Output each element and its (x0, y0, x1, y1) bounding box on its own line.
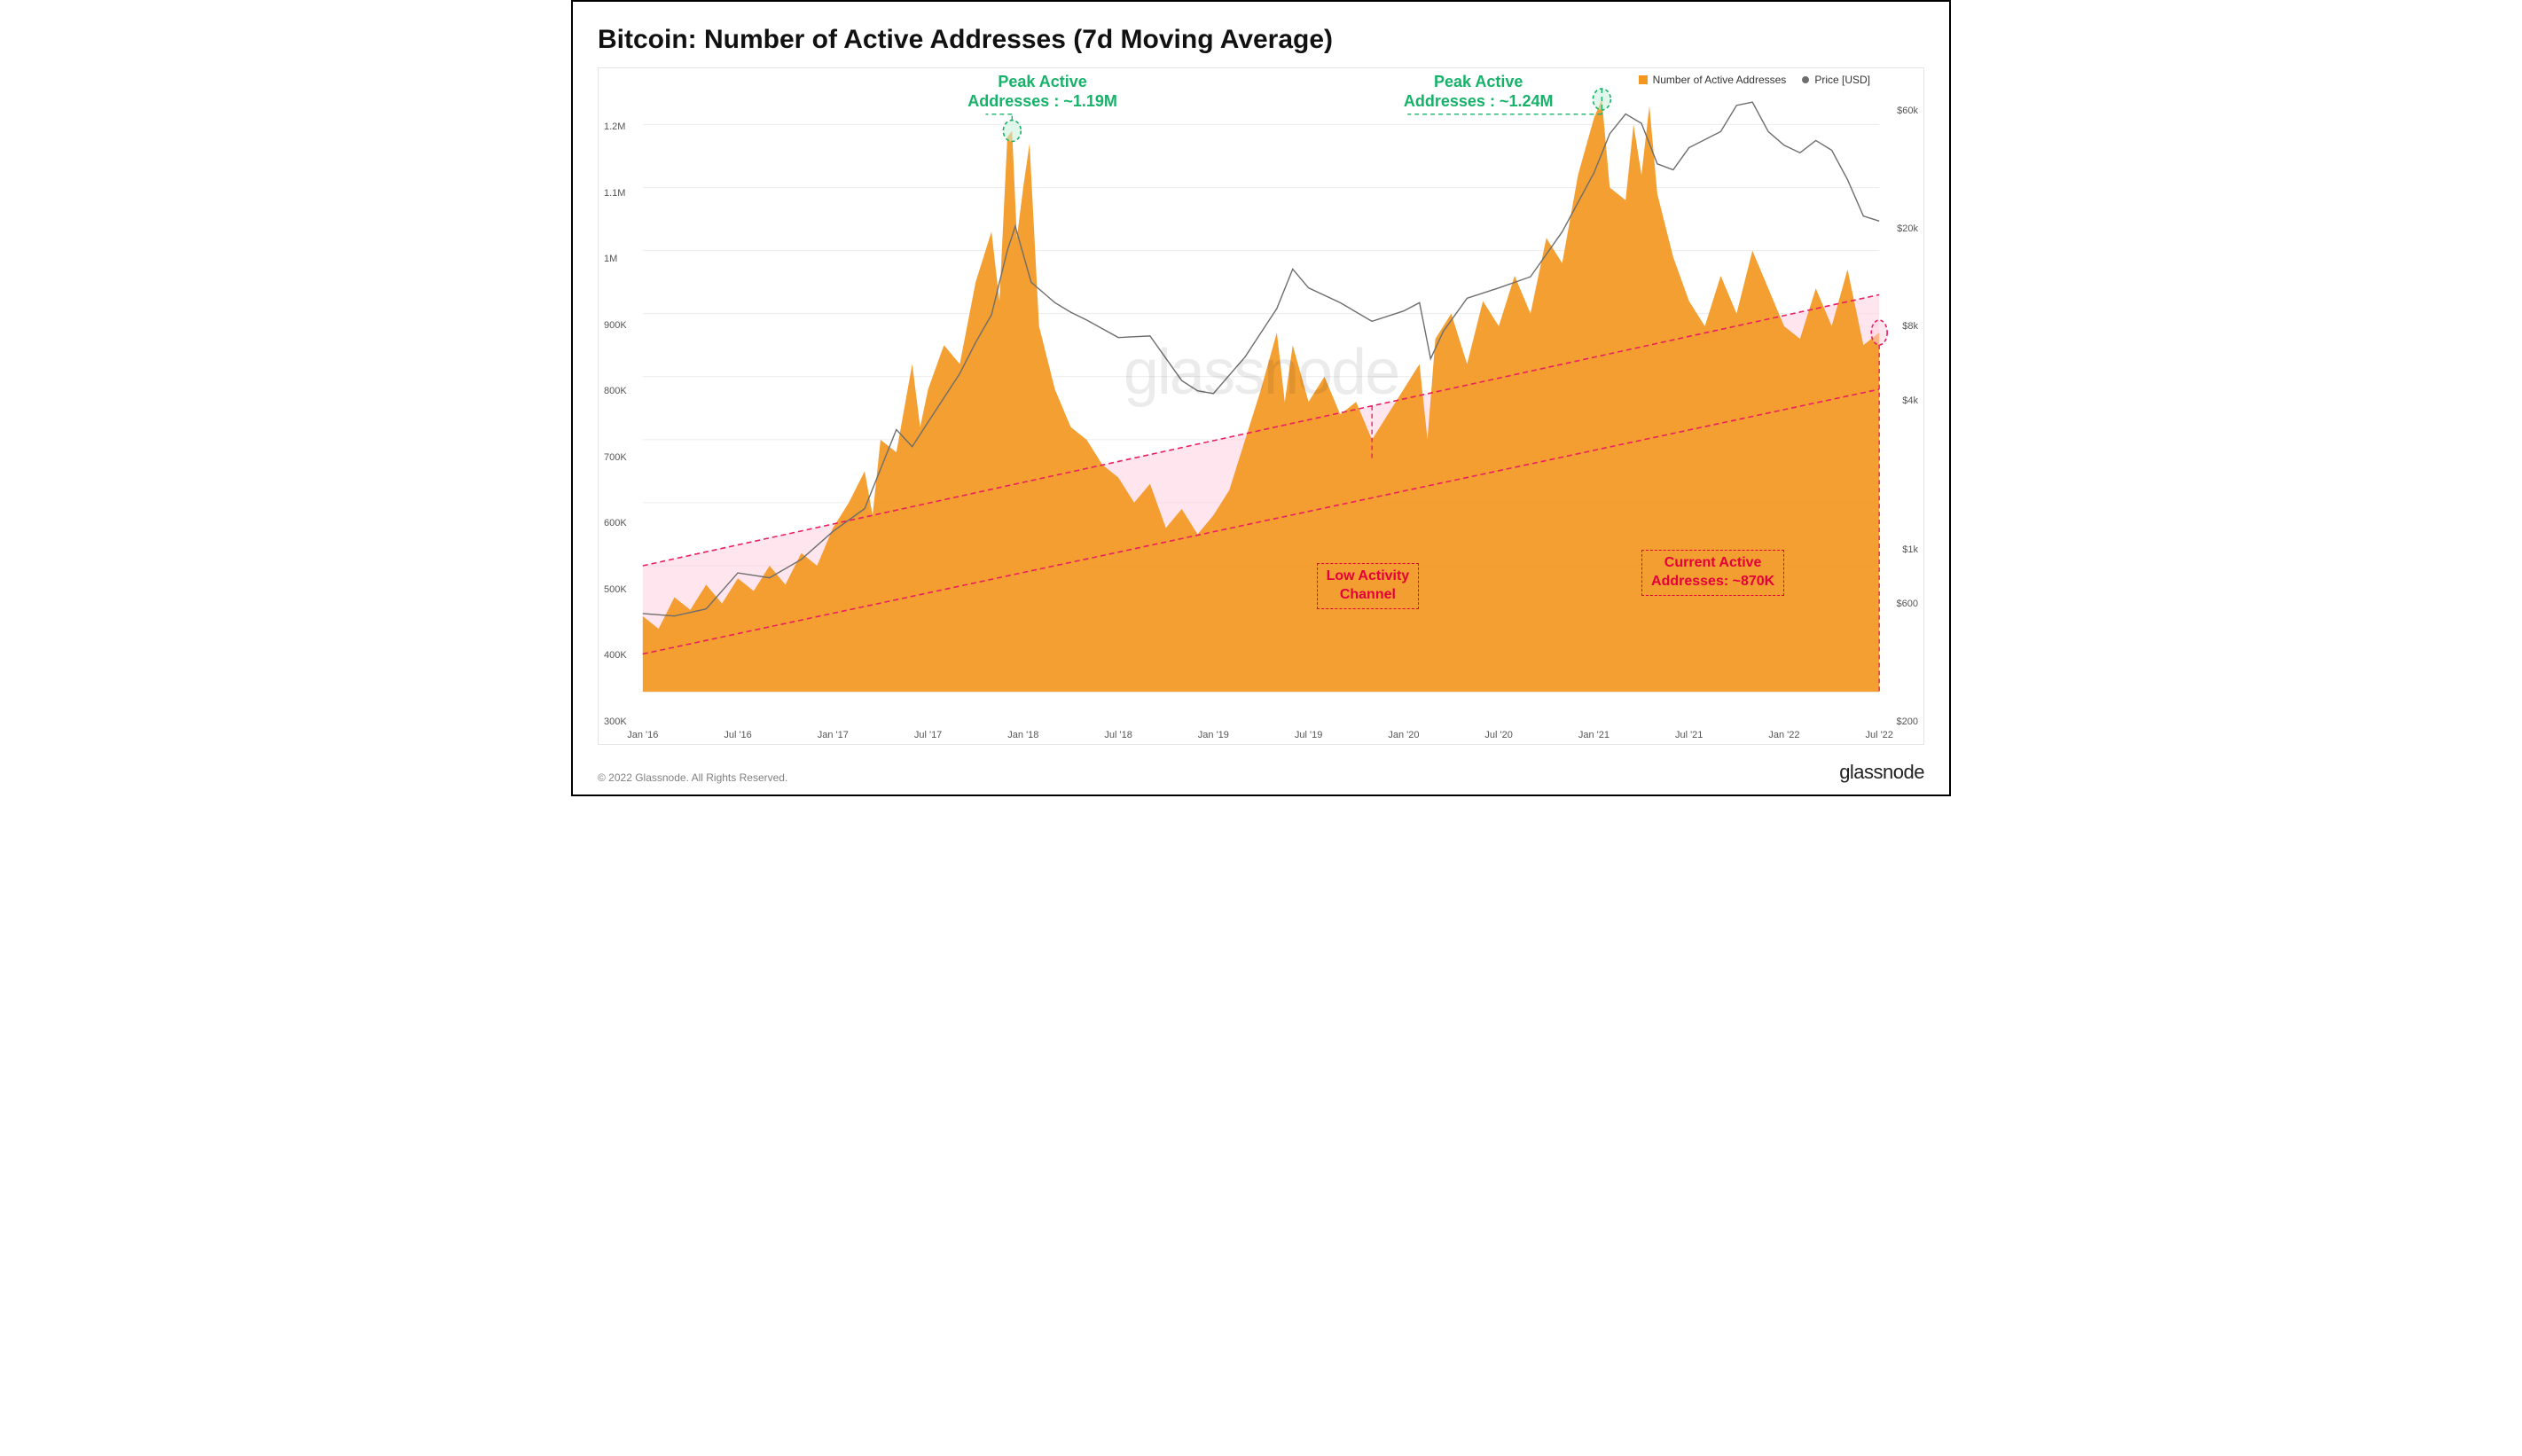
footer: © 2022 Glassnode. All Rights Reserved. g… (598, 745, 1924, 784)
y-right-tick: $600 (1897, 599, 1918, 609)
x-tick: Jul '21 (1675, 730, 1703, 740)
x-tick: Jul '18 (1104, 730, 1132, 740)
y-left-tick: 600K (604, 518, 627, 528)
y-left-tick: 800K (604, 386, 627, 396)
chart-svg (599, 68, 1923, 713)
brand-logo: glassnode (1839, 761, 1924, 784)
copyright: © 2022 Glassnode. All Rights Reserved. (598, 771, 787, 784)
annotation: Low ActivityChannel (1317, 563, 1420, 609)
legend-label-price: Price [USD] (1814, 74, 1870, 86)
y-right-tick: $1k (1902, 544, 1918, 555)
x-tick: Jan '16 (627, 730, 658, 740)
annotation: Peak ActiveAddresses : ~1.19M (967, 72, 1117, 112)
y-left-tick: 400K (604, 650, 627, 661)
x-tick: Jan '17 (818, 730, 849, 740)
x-tick: Jan '22 (1768, 730, 1799, 740)
y-right-tick: $60k (1897, 106, 1918, 116)
y-right-tick: $8k (1902, 321, 1918, 332)
y-left-tick: 300K (604, 716, 627, 727)
y-right-tick: $200 (1897, 716, 1918, 727)
legend-price: Price [USD] (1802, 74, 1870, 86)
legend-label-addresses: Number of Active Addresses (1653, 74, 1787, 86)
x-tick: Jan '19 (1198, 730, 1229, 740)
y-left-tick: 900K (604, 320, 627, 331)
x-tick: Jan '18 (1007, 730, 1038, 740)
chart-title: Bitcoin: Number of Active Addresses (7d … (598, 25, 1924, 55)
x-tick: Jan '20 (1388, 730, 1419, 740)
y-left-tick: 1.1M (604, 188, 625, 199)
x-tick: Jan '21 (1578, 730, 1610, 740)
y-left-tick: 500K (604, 584, 627, 595)
legend-swatch-price (1802, 76, 1809, 83)
x-tick: Jul '17 (914, 730, 942, 740)
chart-frame: Bitcoin: Number of Active Addresses (7d … (571, 0, 1951, 796)
y-left-tick: 1.2M (604, 121, 625, 132)
legend-swatch-addresses (1639, 75, 1648, 84)
y-left-tick: 700K (604, 452, 627, 463)
x-tick: Jul '19 (1295, 730, 1322, 740)
y-right-tick: $4k (1902, 395, 1918, 406)
legend: Number of Active Addresses Price [USD] (1639, 74, 1870, 86)
legend-addresses: Number of Active Addresses (1639, 74, 1787, 86)
plot-area: glassnode Number of Active Addresses Pri… (598, 67, 1924, 745)
x-tick: Jul '20 (1484, 730, 1512, 740)
y-right-tick: $20k (1897, 223, 1918, 234)
annotation: Current ActiveAddresses: ~870K (1641, 550, 1784, 596)
annotation: Peak ActiveAddresses : ~1.24M (1404, 72, 1554, 112)
x-tick: Jul '16 (724, 730, 751, 740)
x-tick: Jul '22 (1865, 730, 1892, 740)
y-left-tick: 1M (604, 254, 617, 264)
